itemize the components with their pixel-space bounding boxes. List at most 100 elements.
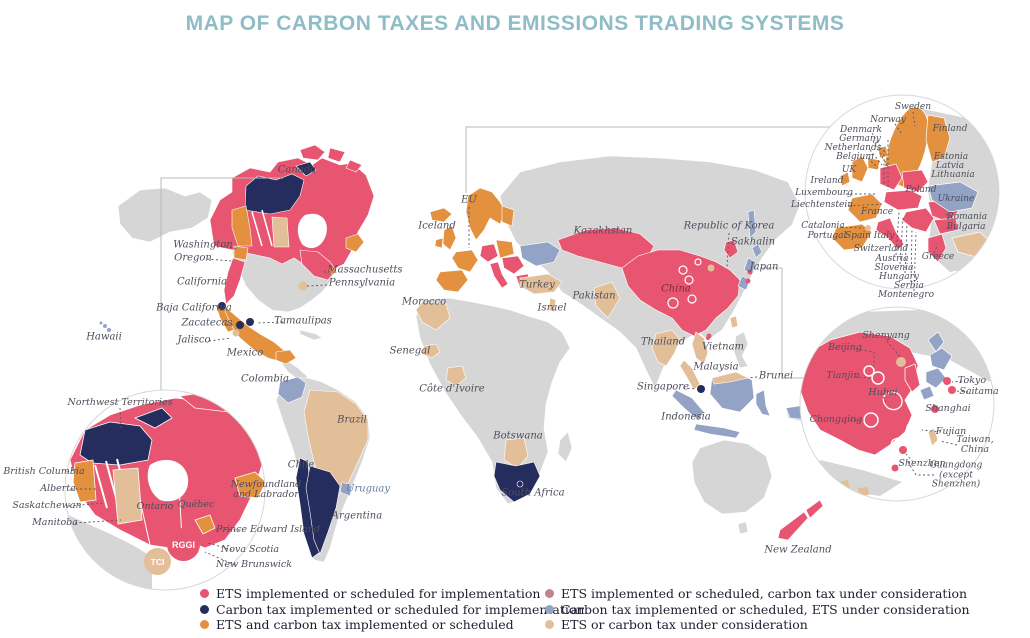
region-uruguay xyxy=(339,481,353,497)
dot-saitama xyxy=(948,386,956,394)
legend-dot-icon xyxy=(545,620,554,630)
region-balkans xyxy=(501,255,525,275)
region-finland xyxy=(501,205,515,227)
legend-item: Carbon tax implemented or scheduled for … xyxy=(200,602,584,618)
region-china xyxy=(621,249,741,337)
legend-dot-icon xyxy=(200,604,209,614)
region-malay-peninsula xyxy=(679,359,701,391)
region-iceland xyxy=(429,207,453,223)
region-morocco xyxy=(415,301,451,331)
region-iberia xyxy=(435,269,469,293)
region-manitoba xyxy=(271,216,290,248)
legend-dot-icon xyxy=(200,620,209,630)
north-america-markers xyxy=(99,267,705,393)
region-java xyxy=(693,423,741,439)
inset-asia xyxy=(799,306,995,502)
tci-badge: TCI xyxy=(144,548,171,575)
china-pilot-markers xyxy=(667,258,753,340)
region-uk xyxy=(442,225,457,251)
dot-tamaulipas xyxy=(246,318,254,326)
region-sumatra xyxy=(671,389,705,421)
legend-item: ETS implemented or scheduled for impleme… xyxy=(200,586,584,602)
region-vietnam xyxy=(691,331,709,365)
region-korea xyxy=(723,239,739,259)
legend-item: ETS or carbon tax under consideration xyxy=(545,617,970,633)
region-cuba xyxy=(299,329,323,341)
region-newfoundland xyxy=(345,233,365,253)
region-senegal xyxy=(421,343,441,359)
legend-label: ETS and carbon tax implemented or schedu… xyxy=(216,617,514,633)
dot-jalisco xyxy=(232,329,240,337)
inset-region-japan xyxy=(919,331,953,401)
legend-right-column: ETS implemented or scheduled, carbon tax… xyxy=(545,586,970,633)
rggi-badge: RGGI xyxy=(167,528,200,561)
inset-region-korea xyxy=(904,363,921,393)
legend-label: ETS or carbon tax under consideration xyxy=(561,617,808,633)
region-taiwan xyxy=(729,315,739,329)
region-germany xyxy=(479,243,499,263)
region-south-africa xyxy=(493,461,541,503)
dot-pennsylvania xyxy=(298,281,308,291)
legend-item: ETS and carbon tax implemented or schedu… xyxy=(200,617,584,633)
legend-item: Carbon tax implemented or scheduled, ETS… xyxy=(545,602,970,618)
legend-label: ETS implemented or scheduled for impleme… xyxy=(216,586,541,602)
legend-label: ETS implemented or scheduled, carbon tax… xyxy=(561,586,968,602)
page-title: MAP OF CARBON TAXES AND EMISSIONS TRADIN… xyxy=(185,12,845,35)
legend-dot-icon xyxy=(545,604,554,614)
region-us-northeast xyxy=(299,249,337,281)
inset-connectors xyxy=(160,126,834,392)
dot-baja-california xyxy=(218,302,226,310)
legend-label: Carbon tax implemented or scheduled, ETS… xyxy=(561,601,970,617)
dot-singapore xyxy=(697,385,705,393)
leader-lines-main xyxy=(206,207,758,390)
region-israel xyxy=(548,297,557,313)
region-colombia xyxy=(277,376,307,404)
region-madagascar xyxy=(557,431,573,463)
region-poland xyxy=(495,239,515,259)
dot-shenyang xyxy=(896,357,906,367)
region-sulawesi xyxy=(755,389,771,417)
region-tasmania xyxy=(737,521,749,535)
region-northwest-territories xyxy=(244,173,305,215)
dot-catalonia xyxy=(865,225,871,231)
dot-hawaii xyxy=(107,328,111,332)
dot-shanghai xyxy=(931,405,939,413)
legend-dot-icon xyxy=(200,589,209,599)
region-africa xyxy=(415,297,571,505)
ring-tianjin xyxy=(871,371,885,385)
region-malaysia-borneo xyxy=(711,371,749,385)
legend-item: ETS implemented or scheduled, carbon tax… xyxy=(545,586,970,602)
dot-massachusetts xyxy=(314,267,324,277)
region-alaska xyxy=(117,187,213,243)
dot-shenzhen xyxy=(899,446,907,454)
region-philippines xyxy=(733,331,749,369)
region-british-columbia xyxy=(231,205,253,247)
coloured-regions xyxy=(209,144,824,559)
inset-region-taiwan xyxy=(927,427,939,447)
region-argentina xyxy=(305,465,341,555)
dot-zacatecas xyxy=(236,321,244,329)
region-cote-divoire xyxy=(445,365,467,387)
region-new-zealand xyxy=(777,499,824,541)
inset-north-america xyxy=(64,389,266,591)
region-italy xyxy=(489,261,509,289)
region-ukraine xyxy=(519,241,561,267)
region-pakistan xyxy=(593,281,621,319)
region-france xyxy=(451,249,479,273)
legend-left-column: ETS implemented or scheduled for impleme… xyxy=(200,586,584,633)
region-turkey xyxy=(519,273,563,295)
dot-tokyo xyxy=(943,377,951,385)
region-ireland xyxy=(434,237,444,249)
region-thailand xyxy=(651,329,681,367)
region-arctic-island xyxy=(295,161,317,177)
region-oregon-california xyxy=(223,257,246,305)
region-australia xyxy=(691,439,773,515)
region-botswana xyxy=(503,437,529,469)
region-sakhalin xyxy=(747,209,757,239)
legend-label: Carbon tax implemented or scheduled for … xyxy=(216,601,585,617)
legend-dot-icon xyxy=(545,589,554,599)
region-washington xyxy=(233,245,249,261)
hudson-bay xyxy=(297,213,327,249)
